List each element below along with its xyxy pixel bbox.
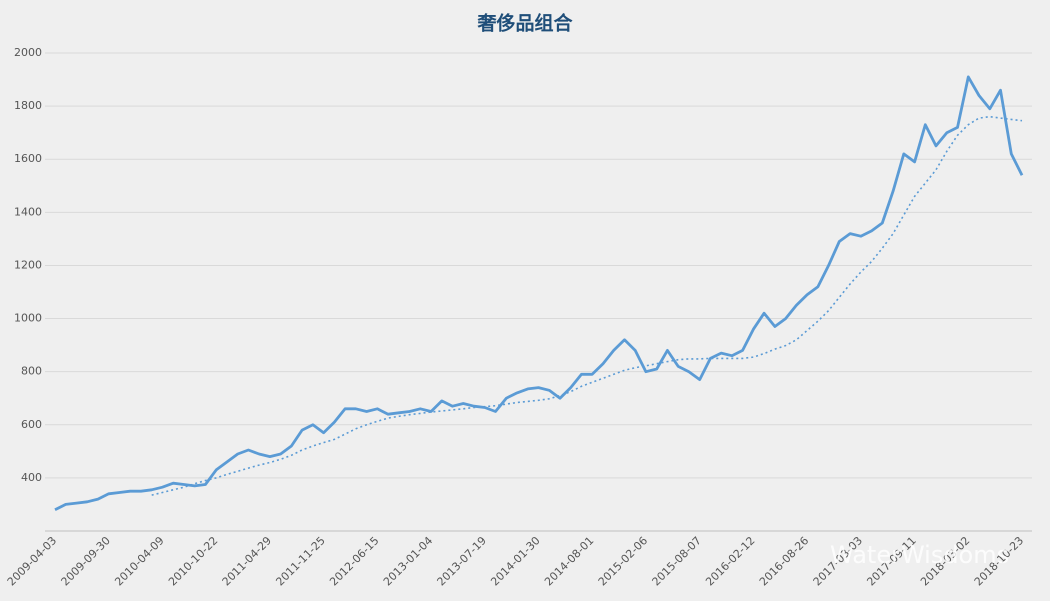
y-tick-label: 1600 (14, 152, 42, 165)
y-tick-label: 400 (21, 471, 42, 484)
data-line (54, 75, 1024, 512)
y-tick-label: 800 (21, 365, 42, 378)
watermark: WaterWisdoms (830, 541, 1009, 569)
trend-line (151, 115, 1023, 496)
y-tick-label: 600 (21, 418, 42, 431)
y-tick-label: 1000 (14, 312, 42, 325)
chart-title: 奢侈品组合 (476, 12, 573, 35)
y-tick-label: 2000 (14, 46, 42, 59)
y-tick-label: 1400 (14, 205, 42, 218)
y-tick-label: 1200 (14, 258, 42, 271)
y-tick-label: 1800 (14, 99, 42, 112)
